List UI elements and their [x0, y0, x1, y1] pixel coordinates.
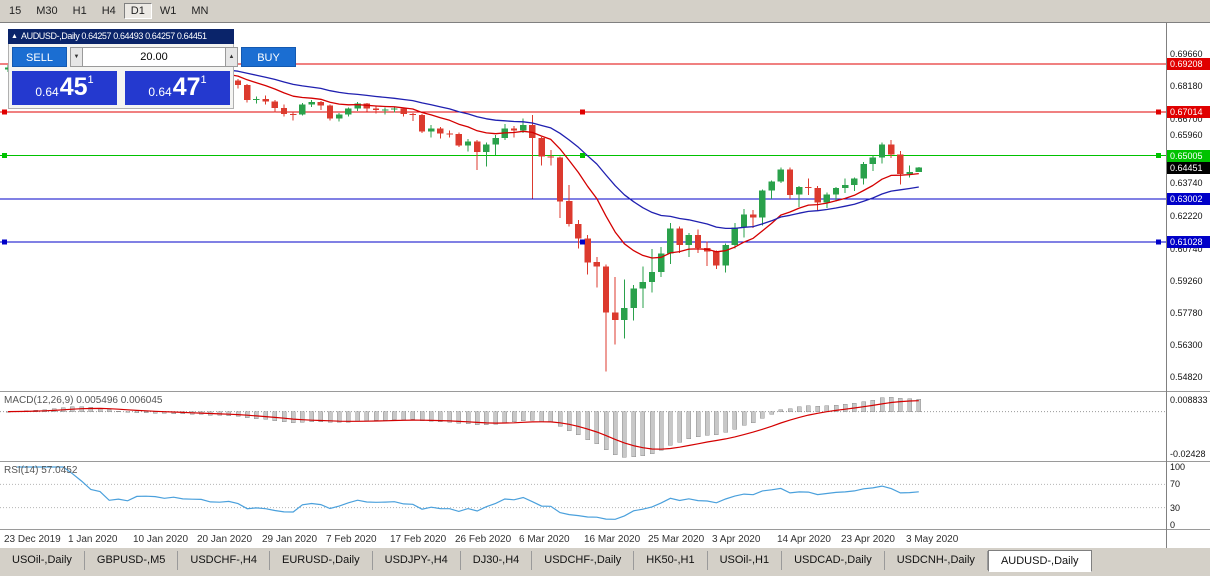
rsi-panel[interactable] [0, 463, 1166, 529]
price-tick-label: 0.59260 [1170, 276, 1203, 286]
rsi-line [17, 466, 919, 520]
price-level-label: 0.65005 [1167, 150, 1210, 162]
ask-price-prefix: 0.64 [148, 85, 172, 99]
chart-tab[interactable]: USDJPY-,H4 [373, 551, 461, 570]
panel-splitter[interactable] [0, 529, 1210, 531]
date-tick-label: 23 Apr 2020 [841, 534, 895, 545]
rsi-scale-label: 0 [1170, 520, 1176, 530]
chart-tab[interactable]: AUDUSD-,Daily [987, 550, 1092, 572]
date-tick-label: 16 Mar 2020 [584, 534, 641, 545]
price-tick-label: 0.65960 [1170, 130, 1203, 140]
buy-price-button[interactable]: 0.64 47 1 [125, 71, 230, 105]
price-level-label: 0.67014 [1167, 106, 1210, 118]
date-tick-label: 6 Mar 2020 [519, 534, 570, 545]
chart-tabs-bar: USOil-,Daily GBPUSD-,M5 USDCHF-,H4 EURUSD-,… [0, 548, 1210, 576]
chart-tab[interactable]: DJ30-,H4 [461, 551, 533, 570]
price-tick-label: 0.56300 [1170, 340, 1203, 350]
rsi-indicator-label: RSI(14) 57.0452 [4, 465, 78, 476]
timeframe-button-m30[interactable]: M30 [36, 5, 58, 17]
timeframe-toolbar: 15 M30 H1 H4 D1 W1 MN [0, 0, 1210, 22]
price-tick-label: 0.54820 [1170, 372, 1203, 382]
chart-area[interactable]: 0.69660 0.69208 0.68180 0.67014 0.66700 0.659… [0, 22, 1210, 549]
volume-increase-button[interactable]: ▲ [225, 47, 238, 67]
date-tick-label: 20 Jan 2020 [197, 534, 253, 545]
date-tick-label: 3 Apr 2020 [712, 534, 761, 545]
price-tick-label: 0.62220 [1170, 211, 1203, 221]
date-tick-label: 29 Jan 2020 [262, 534, 318, 545]
chart-caption-text: AUDUSD-,Daily 0.64257 0.64493 0.64257 0.… [21, 31, 207, 41]
price-level-label: 0.64451 [1167, 162, 1210, 174]
volume-stepper: ▼ ▲ [70, 47, 238, 67]
date-tick-label: 14 Apr 2020 [777, 534, 831, 545]
collapse-panel-icon[interactable]: ▲ [11, 33, 18, 40]
bid-price-pipette: 1 [87, 74, 94, 86]
chart-tab[interactable]: USDCHF-,Daily [532, 551, 635, 570]
date-tick-label: 1 Jan 2020 [68, 534, 118, 545]
date-tick-label: 23 Dec 2019 [4, 534, 61, 545]
macd-signal-line [7, 400, 919, 450]
bid-price-main: 45 [59, 73, 88, 101]
price-tick-label: 0.68180 [1170, 81, 1203, 91]
sell-button[interactable]: SELL [12, 47, 67, 67]
sell-price-button[interactable]: 0.64 45 1 [12, 71, 117, 105]
date-tick-label: 17 Feb 2020 [390, 534, 447, 545]
volume-input[interactable] [83, 47, 225, 67]
date-tick-label: 3 May 2020 [906, 534, 959, 545]
timeframe-button-d1[interactable]: D1 [123, 3, 152, 19]
timeframe-button-h4[interactable]: H4 [101, 5, 116, 17]
price-tick-label: 0.63740 [1170, 178, 1203, 188]
rsi-scale-label: 70 [1170, 479, 1181, 489]
macd-histogram [5, 396, 922, 458]
chart-caption-bar[interactable]: ▲ AUDUSD-,Daily 0.64257 0.64493 0.64257 … [8, 29, 234, 44]
chart-tab[interactable]: HK50-,H1 [634, 551, 708, 570]
price-level-label: 0.63002 [1167, 193, 1210, 205]
bid-ask-row: 0.64 45 1 0.64 47 1 [12, 71, 230, 105]
timeframe-button-15[interactable]: 15 [9, 5, 22, 17]
volume-decrease-button[interactable]: ▼ [70, 47, 83, 67]
macd-indicator-label: MACD(12,26,9) 0.005496 0.006045 [4, 395, 163, 406]
one-click-trading-panel: ▲ AUDUSD-,Daily 0.64257 0.64493 0.64257 … [8, 29, 296, 109]
price-axis-divider [1166, 23, 1167, 549]
rsi-scale-label: 30 [1170, 503, 1181, 513]
chart-tab[interactable]: USOil-,H1 [708, 551, 783, 570]
chart-tab[interactable]: USDCAD-,Daily [782, 551, 885, 570]
chart-tab[interactable]: EURUSD-,Daily [270, 551, 373, 570]
macd-panel[interactable] [0, 393, 1166, 461]
price-level-label: 0.61028 [1167, 236, 1210, 248]
trade-panel-body: SELL ▼ ▲ BUY 0.64 45 1 0.64 [8, 44, 296, 109]
price-tick-label: 0.57780 [1170, 308, 1203, 318]
macd-axis-min: -0.02428 [1170, 449, 1206, 459]
chart-tab[interactable]: GBPUSD-,M5 [85, 551, 179, 570]
date-tick-label: 10 Jan 2020 [133, 534, 189, 545]
chart-tab[interactable]: USDCHF-,H4 [178, 551, 270, 570]
panel-splitter[interactable] [0, 461, 1210, 463]
level-selection-markers[interactable] [2, 109, 1161, 245]
rsi-scale-label: 100 [1170, 462, 1186, 472]
price-axis[interactable]: 0.69660 0.69208 0.68180 0.67014 0.66700 0.659… [1167, 23, 1210, 549]
ask-price-pipette: 1 [200, 74, 207, 86]
trade-controls-row: SELL ▼ ▲ BUY [12, 47, 296, 67]
timeframe-button-mn[interactable]: MN [191, 5, 209, 17]
date-tick-label: 7 Feb 2020 [326, 534, 377, 545]
date-tick-label: 26 Feb 2020 [455, 534, 512, 545]
ask-price-main: 47 [172, 73, 201, 101]
date-tick-label: 25 Mar 2020 [648, 534, 705, 545]
price-tick-label: 0.69660 [1170, 49, 1203, 59]
buy-button[interactable]: BUY [241, 47, 296, 67]
chart-tab[interactable]: USOil-,Daily [0, 551, 85, 570]
macd-axis-max: 0.008833 [1170, 395, 1208, 405]
timeframe-button-h1[interactable]: H1 [72, 5, 87, 17]
timeframe-button-w1[interactable]: W1 [159, 5, 177, 17]
price-level-label: 0.69208 [1167, 58, 1210, 70]
price-tick-label: 0.66700 [1170, 114, 1203, 124]
bid-price-prefix: 0.64 [35, 85, 59, 99]
time-axis[interactable]: 23 Dec 2019 1 Jan 2020 10 Jan 2020 20 Jan 2… [0, 531, 1166, 549]
price-tick-label: 0.60740 [1170, 244, 1203, 254]
panel-splitter[interactable] [0, 391, 1210, 393]
chart-tab[interactable]: USDCNH-,Daily [885, 551, 988, 570]
